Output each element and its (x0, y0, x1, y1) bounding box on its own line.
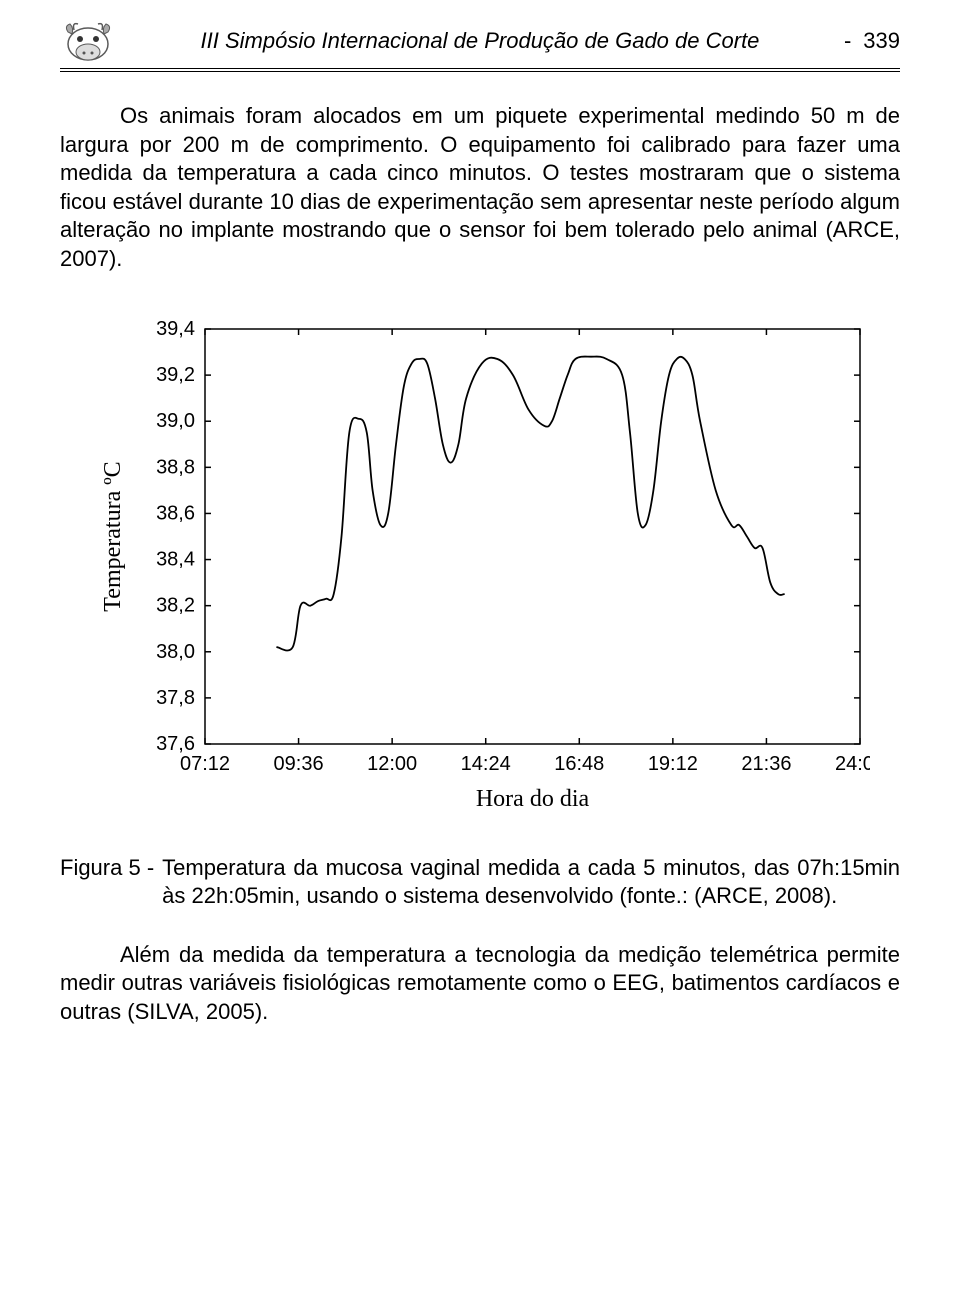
svg-text:24:00: 24:00 (835, 753, 870, 775)
svg-text:16:48: 16:48 (554, 753, 604, 775)
header-divider (60, 68, 900, 72)
page-number: 339 (863, 28, 900, 54)
svg-text:07:12: 07:12 (180, 753, 230, 775)
svg-text:39,0: 39,0 (156, 410, 195, 432)
svg-text:39,4: 39,4 (156, 318, 195, 340)
svg-text:38,2: 38,2 (156, 594, 195, 616)
chart-svg: 37,6 37,8 38,0 38,2 38,4 38,6 38,8 39,0 39,2 39,4… (90, 314, 870, 824)
closing-paragraph: Além da medida da temperatura a tecnolog… (60, 941, 900, 1027)
svg-text:19:12: 19:12 (648, 753, 698, 775)
figure-caption: Figura 5 - Temperatura da mucosa vaginal… (60, 854, 900, 911)
cow-logo-icon (60, 18, 116, 64)
svg-text:Hora do dia: Hora do dia (476, 786, 590, 812)
svg-text:37,8: 37,8 (156, 686, 195, 708)
svg-text:38,0: 38,0 (156, 640, 195, 662)
svg-text:21:36: 21:36 (741, 753, 791, 775)
svg-text:38,8: 38,8 (156, 456, 195, 478)
intro-paragraph: Os animais foram alocados em um piquete … (60, 102, 900, 274)
figure-caption-text: Temperatura da mucosa vaginal medida a c… (162, 854, 900, 911)
svg-text:37,6: 37,6 (156, 733, 195, 755)
page-sep: - (844, 28, 851, 54)
figure-label: Figura 5 - (60, 854, 162, 911)
svg-text:09:36: 09:36 (274, 753, 324, 775)
svg-text:Temperatura ºC: Temperatura ºC (100, 461, 126, 611)
svg-text:39,2: 39,2 (156, 364, 195, 386)
header-title: III Simpósio Internacional de Produção d… (128, 28, 832, 54)
svg-text:38,4: 38,4 (156, 548, 195, 570)
svg-text:38,6: 38,6 (156, 502, 195, 524)
svg-text:14:24: 14:24 (461, 753, 511, 775)
temperature-chart: 37,6 37,8 38,0 38,2 38,4 38,6 38,8 39,0 39,2 39,4… (90, 314, 870, 824)
page-header: III Simpósio Internacional de Produção d… (60, 18, 900, 64)
svg-text:12:00: 12:00 (367, 753, 417, 775)
